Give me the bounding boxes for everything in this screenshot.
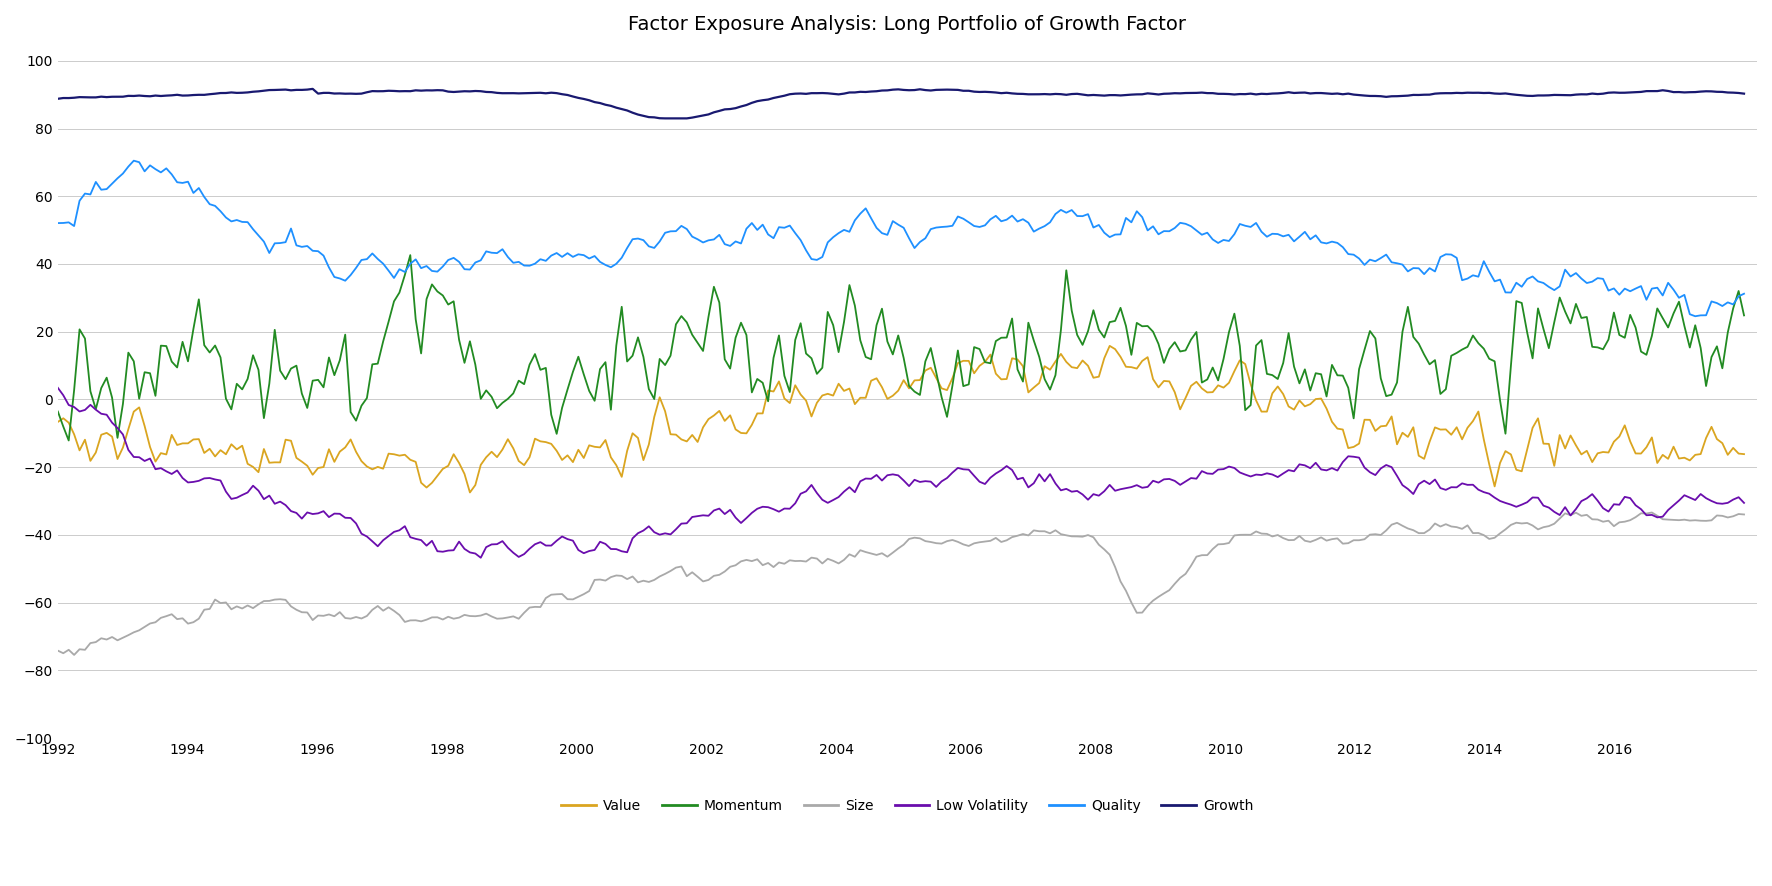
Momentum — [48, 407, 69, 417]
Low Volatility — [454, 544, 475, 555]
Line: Value: Value — [58, 346, 1744, 493]
Quality — [698, 235, 719, 245]
Growth — [459, 86, 480, 97]
Low Volatility — [140, 454, 161, 464]
Momentum — [470, 393, 491, 404]
Value — [1120, 361, 1141, 372]
Size — [1733, 509, 1754, 520]
Size — [1641, 507, 1662, 517]
Growth — [140, 91, 161, 102]
Line: Momentum: Momentum — [58, 255, 1744, 440]
Size — [145, 617, 167, 627]
Line: Quality: Quality — [58, 160, 1744, 316]
Quality — [1733, 289, 1754, 299]
Size — [464, 611, 486, 622]
Size — [64, 649, 85, 660]
Value — [698, 414, 719, 424]
Quality — [964, 221, 985, 231]
Quality — [145, 164, 167, 175]
Momentum — [969, 344, 991, 354]
Momentum — [400, 250, 422, 260]
Line: Size: Size — [58, 512, 1744, 655]
Value — [459, 487, 480, 498]
Quality — [1115, 213, 1136, 223]
Size — [698, 575, 719, 586]
Growth — [301, 83, 323, 94]
Value — [1733, 449, 1754, 460]
Low Volatility — [698, 510, 719, 521]
Growth — [1120, 89, 1141, 100]
Value — [454, 469, 475, 479]
Growth — [48, 93, 69, 104]
Value — [964, 368, 985, 378]
Quality — [459, 264, 480, 275]
Momentum — [145, 391, 167, 401]
Low Volatility — [964, 470, 985, 481]
Quality — [122, 155, 144, 166]
Quality — [1685, 311, 1706, 322]
Value — [140, 441, 161, 452]
Line: Growth: Growth — [58, 89, 1744, 119]
Growth — [703, 107, 725, 118]
Legend: Value, Momentum, Size, Low Volatility, Quality, Growth: Value, Momentum, Size, Low Volatility, Q… — [556, 794, 1258, 819]
Low Volatility — [1115, 483, 1136, 494]
Low Volatility — [48, 383, 69, 393]
Line: Low Volatility: Low Volatility — [58, 388, 1744, 557]
Value — [48, 416, 69, 427]
Momentum — [464, 360, 486, 370]
Momentum — [1733, 310, 1754, 321]
Quality — [48, 218, 69, 229]
Size — [459, 610, 480, 621]
Value — [464, 479, 486, 490]
Quality — [464, 257, 486, 268]
Low Volatility — [1733, 498, 1754, 509]
Growth — [1733, 89, 1754, 99]
Growth — [969, 87, 991, 97]
Size — [48, 645, 69, 656]
Low Volatility — [470, 552, 491, 563]
Low Volatility — [459, 548, 480, 558]
Size — [1115, 586, 1136, 596]
Growth — [654, 113, 675, 124]
Value — [1099, 340, 1120, 351]
Title: Factor Exposure Analysis: Long Portfolio of Growth Factor: Factor Exposure Analysis: Long Portfolio… — [629, 15, 1187, 34]
Size — [964, 538, 985, 548]
Growth — [464, 86, 486, 97]
Momentum — [58, 435, 80, 446]
Momentum — [703, 282, 725, 292]
Momentum — [1120, 349, 1141, 360]
